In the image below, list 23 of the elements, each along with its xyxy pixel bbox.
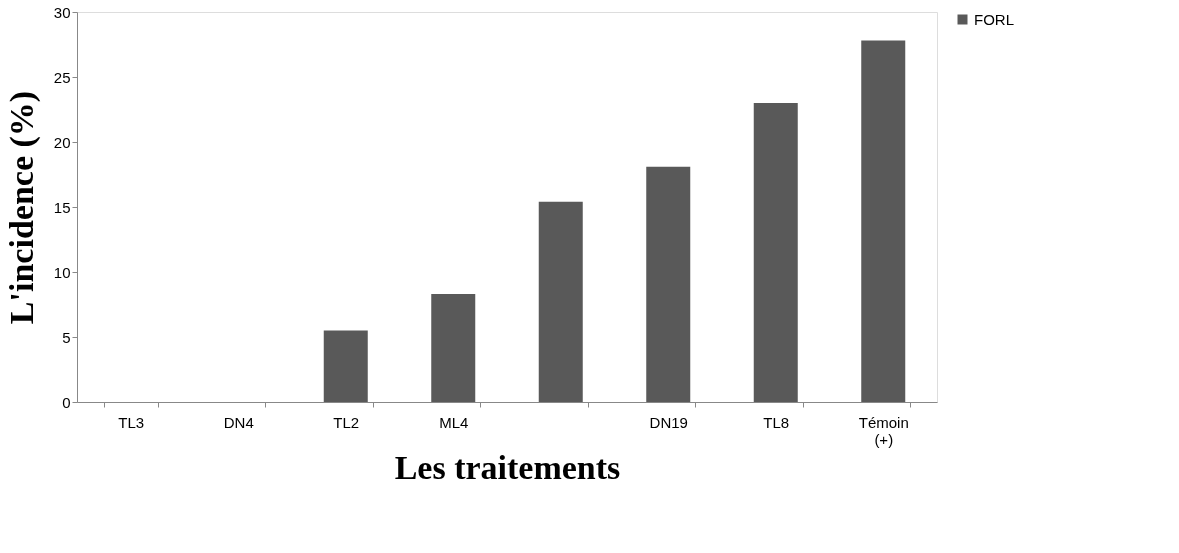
bar bbox=[323, 330, 368, 402]
x-tick-label: ML4 bbox=[439, 413, 469, 431]
y-tick-label: 15 bbox=[53, 198, 71, 216]
bar bbox=[538, 201, 583, 402]
y-tick-label: 20 bbox=[53, 133, 71, 151]
x-axis-title: Les traitements bbox=[394, 448, 621, 486]
x-tick-label: DN4 bbox=[223, 413, 254, 431]
y-tick-label: 0 bbox=[62, 393, 71, 411]
y-axis-title: L'incidence (%) bbox=[2, 90, 41, 325]
legend-label: FORL bbox=[974, 10, 1015, 28]
x-tick-label: Témoin (+) bbox=[858, 413, 909, 448]
x-tick-label: TL8 bbox=[763, 413, 790, 431]
bar bbox=[861, 40, 906, 402]
y-tick-label: 30 bbox=[53, 3, 71, 21]
x-tick-label: TL3 bbox=[118, 413, 145, 431]
x-tick-label: TL2 bbox=[333, 413, 360, 431]
y-tick-label: 10 bbox=[53, 263, 71, 281]
x-tick-label: DN19 bbox=[649, 413, 688, 431]
bar bbox=[753, 103, 798, 402]
y-tick-label: 5 bbox=[62, 328, 71, 346]
y-tick-label: 25 bbox=[53, 68, 71, 86]
bar bbox=[431, 294, 476, 402]
bar bbox=[646, 166, 691, 402]
